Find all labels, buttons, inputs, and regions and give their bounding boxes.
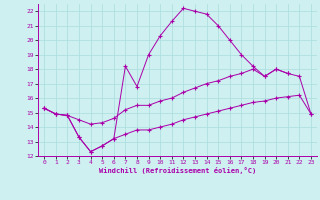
X-axis label: Windchill (Refroidissement éolien,°C): Windchill (Refroidissement éolien,°C) bbox=[99, 167, 256, 174]
